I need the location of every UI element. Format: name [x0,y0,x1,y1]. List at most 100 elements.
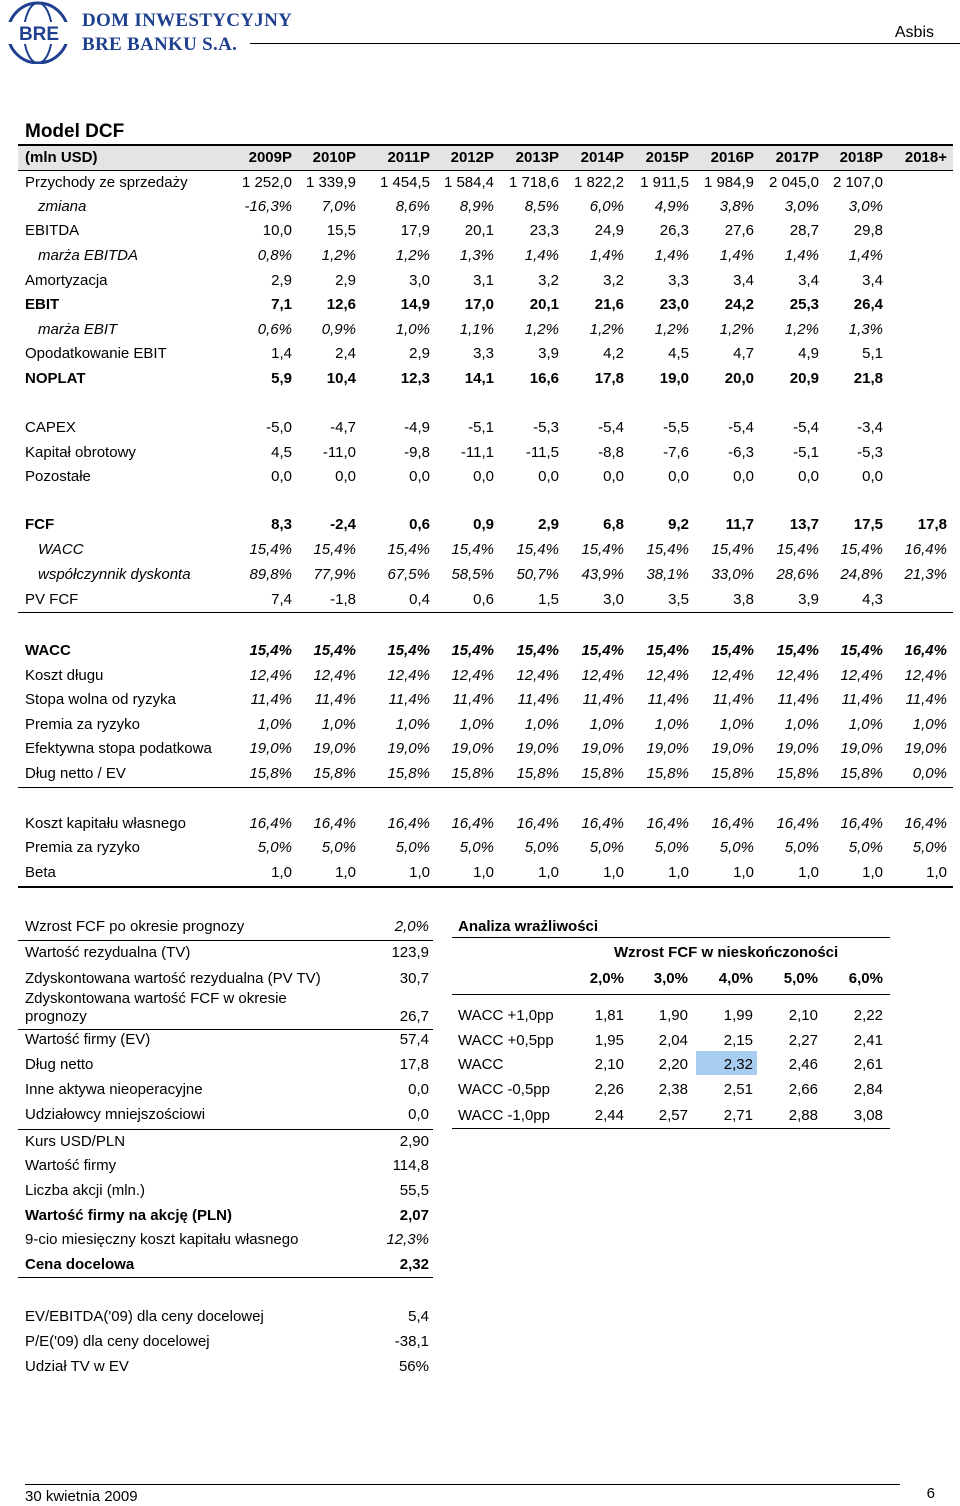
table-cell: 11,7 [725,516,754,533]
year-header: 2018P [839,149,883,166]
table-cell: 20,1 [529,296,559,313]
table-cell: 3,4 [862,272,883,289]
table-cell: 7,1 [271,296,292,313]
year-header: 2012P [450,149,494,166]
table-cell: -1,8 [330,591,356,608]
table-cell: 1 984,9 [703,174,754,191]
row-label: Opodatkowanie EBIT [25,345,167,362]
sensitivity-cell: 2,44 [594,1107,624,1124]
sensitivity-cell: 2,46 [788,1056,818,1073]
table-cell: 19,0% [516,740,559,757]
table-cell: 21,8 [853,370,883,387]
row-label: Efektywna stopa podatkowa [25,740,212,757]
table-cell: 15,4% [840,642,883,659]
table-cell: 15,4% [249,541,292,558]
sensitivity-row-label: WACC [458,1056,504,1073]
sensitivity-row-label: WACC +0,5pp [458,1032,554,1049]
valuation-value: 2,0% [394,918,429,935]
sensitivity-cell: 2,15 [723,1032,753,1049]
table-cell: -9,8 [404,444,430,461]
row-label: NOPLAT [25,370,86,387]
valuation-label: Kurs USD/PLN [25,1133,126,1150]
valuation-value: 12,3% [386,1231,429,1248]
company-name: Asbis [894,24,934,41]
sensitivity-cell: 2,71 [723,1107,753,1124]
table-cell: 6,8 [603,516,624,533]
table-cell: 15,8% [840,765,883,782]
table-cell: 1,0 [926,864,947,881]
table-cell: -5,3 [857,444,883,461]
table-cell: 3,2 [538,272,559,289]
table-cell: 43,9% [581,566,624,583]
table-cell: 1,4% [524,247,559,264]
table-cell: 7,0% [321,198,356,215]
sensitivity-cell: 2,41 [853,1032,883,1049]
table-cell: 1,5 [538,591,559,608]
valuation-label: Zdyskontowana wartość rezydualna (PV TV) [25,970,321,987]
sensitivity-cell: 2,10 [788,1007,818,1024]
table-cell: 12,4% [646,667,689,684]
sensitivity-title-rule [452,937,890,938]
row-label: WACC [38,541,84,558]
table-cell: 0,0 [798,468,819,485]
table-cell: 15,4% [581,541,624,558]
multiple-label: P/E('09) dla ceny docelowej [25,1333,210,1350]
year-header: 2009P [248,149,292,166]
valuation-label: Dług netto [25,1056,94,1073]
table-cell: 1,0 [271,864,292,881]
table-cell: 15,4% [516,541,559,558]
table-cell: 8,6% [395,198,430,215]
sensitivity-row-label: WACC +1,0pp [458,1007,554,1024]
table-cell: 1,3% [848,321,883,338]
units-label: (mln USD) [25,149,98,166]
table-cell: 1,1% [459,321,494,338]
table-cell: 15,8% [776,765,819,782]
table-cell: 17,5 [853,516,883,533]
valuation-value: 55,5 [399,1182,429,1199]
table-cell: 38,1% [646,566,689,583]
table-cell: 1,0% [912,716,947,733]
table-cell: 16,6 [529,370,559,387]
valuation-label: Udziałowcy mniejszościowi [25,1106,206,1123]
table-cell: 15,4% [313,541,356,558]
table-cell: 23,3 [529,222,559,239]
table-cell: 11,4% [841,691,883,708]
row-label: EBITDA [25,222,80,239]
sensitivity-cell: 2,57 [658,1107,688,1124]
table-cell: 19,0% [387,740,430,757]
sensitivity-cell: 3,08 [853,1107,883,1124]
table-cell: 15,8% [451,765,494,782]
table-cell: 24,9 [594,222,624,239]
table-cell: 0,9 [473,516,494,533]
table-cell: 19,0% [840,740,883,757]
row-label: Amortyzacja [25,272,108,289]
table-cell: 12,4% [581,667,624,684]
table-cell: 20,9 [789,370,819,387]
base-case-highlight [696,1051,757,1075]
table-cell: -5,4 [793,419,819,436]
multiple-value: -38,1 [394,1333,429,1350]
row-label: Koszt długu [25,667,104,684]
sensitivity-cell: 2,10 [594,1056,624,1073]
table-cell: 12,4% [516,667,559,684]
table-cell: 8,3 [271,516,292,533]
table-cell: 10,0 [262,222,292,239]
table-cell: 1,0% [257,716,292,733]
page-number: 6 [926,1485,935,1502]
table-cell: 1,0% [524,716,559,733]
table-cell: 12,4% [313,667,356,684]
table-cell: 15,8% [646,765,689,782]
row-label: Premia za ryzyko [25,839,141,856]
page-title: Model DCF [25,121,125,142]
table-cell: 11,4% [582,691,624,708]
year-header: 2014P [580,149,624,166]
table-cell: 14,1 [464,370,494,387]
table-cell: 5,0% [848,839,883,856]
table-cell: -3,4 [857,419,883,436]
table-cell: 2,9 [409,345,430,362]
table-cell: -11,0 [322,444,356,461]
valuation-value: 0,0 [408,1106,429,1123]
table-cell: -5,1 [468,419,494,436]
table-cell: 3,4 [733,272,754,289]
table-cell: 5,0% [321,839,356,856]
